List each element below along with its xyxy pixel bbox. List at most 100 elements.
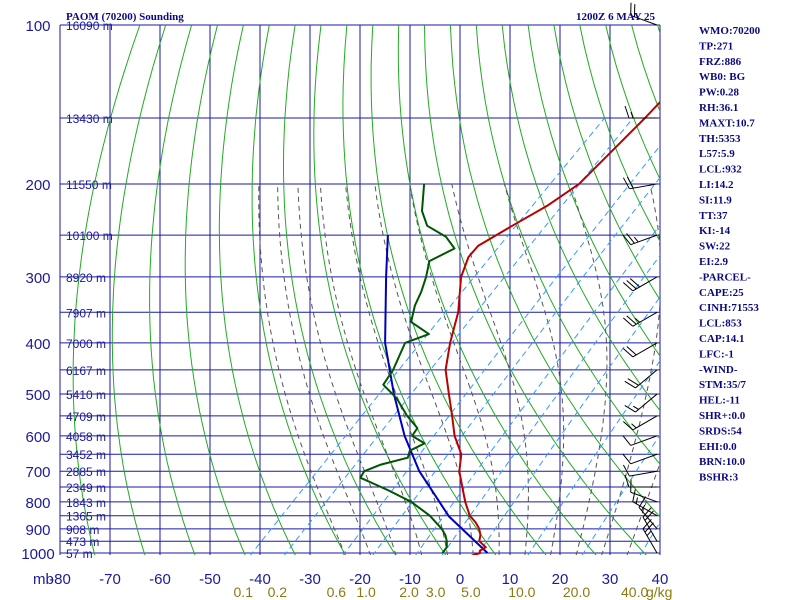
mixing-ratio-label: 0.1 xyxy=(234,584,254,600)
height-label: 57 m xyxy=(66,547,93,561)
wind-barb xyxy=(622,276,658,292)
index-entry: RH:36.1 xyxy=(699,102,738,114)
height-label: 1843 m xyxy=(66,496,106,510)
wind-barb xyxy=(622,464,658,477)
dry-adiabat xyxy=(72,25,141,555)
wind-barb xyxy=(622,311,658,327)
height-label: 10100 m xyxy=(66,229,113,243)
height-label: 5410 m xyxy=(66,388,106,402)
temperature-tick-label: 30 xyxy=(602,571,619,588)
index-entry: EI:2.9 xyxy=(699,256,729,268)
pressure-tick-label: 300 xyxy=(25,270,50,287)
dry-adiabat xyxy=(424,25,647,555)
dewpoint-trace xyxy=(359,183,456,554)
dry-adiabat xyxy=(449,25,660,518)
index-entry: CAP:14.1 xyxy=(699,333,745,345)
height-label: 7907 m xyxy=(66,306,106,320)
dry-adiabat xyxy=(527,25,660,357)
index-entry: WMO:70200 xyxy=(699,25,761,37)
index-entry: CINH:71553 xyxy=(699,302,759,314)
index-entry: TP:271 xyxy=(699,40,733,52)
mixing-ratio-lines xyxy=(249,117,660,555)
dry-adiabat xyxy=(397,25,597,555)
dry-adiabat xyxy=(111,25,167,555)
mixing-ratio-label: 2.0 xyxy=(399,584,419,600)
height-label: 6167 m xyxy=(66,364,106,378)
moist-adiabat xyxy=(503,183,565,555)
temperature-trace xyxy=(444,100,660,555)
dry-adiabat xyxy=(251,25,346,555)
pressure-tick-label: 400 xyxy=(25,336,50,353)
pressure-tick-label: 1000 xyxy=(21,546,54,563)
height-label: 2349 m xyxy=(66,481,106,495)
temperature-tick-label: -80 xyxy=(49,571,71,588)
index-entry: LI:14.2 xyxy=(699,179,734,191)
index-entry: TT:37 xyxy=(699,210,728,222)
wind-barb xyxy=(622,415,658,431)
dry-adiabat xyxy=(149,25,196,555)
index-entry: SRDS:54 xyxy=(699,425,742,437)
mixing-ratio-label: 1.0 xyxy=(356,584,376,600)
moist-adiabat xyxy=(277,183,372,555)
dry-adiabat xyxy=(475,25,660,465)
mixing-unit: g/kg xyxy=(646,584,672,600)
mixing-ratio-line xyxy=(249,117,605,555)
height-label: 4709 m xyxy=(66,410,106,424)
sounding-time: 1200Z 6 MAY 25 xyxy=(576,11,655,23)
temperature-tick-label: 20 xyxy=(552,571,569,588)
wind-barb xyxy=(622,342,658,358)
index-entry: LFC:-1 xyxy=(699,348,734,360)
index-entry: PW:0.28 xyxy=(699,87,740,99)
index-entry: WB0: BG xyxy=(699,71,746,83)
temperature-tick-label: -40 xyxy=(249,571,271,588)
isotherm-grid xyxy=(59,25,661,555)
moist-adiabat xyxy=(345,183,448,555)
profiles xyxy=(359,100,660,555)
index-entry: STM:35/7 xyxy=(699,379,747,391)
index-entry: HEL:-11 xyxy=(699,395,740,407)
station-title: PAOM (70200) Sounding xyxy=(66,11,184,23)
wind-barb xyxy=(632,489,658,517)
mixing-ratio-line xyxy=(581,434,660,555)
index-entry: BSHR:3 xyxy=(699,472,739,484)
mixing-ratio-line xyxy=(527,359,660,555)
pressure-tick-label: 500 xyxy=(25,387,50,404)
height-label: 16090 m xyxy=(66,19,113,33)
moist-adiabat xyxy=(258,183,346,555)
dry-adiabat xyxy=(313,25,447,555)
pressure-tick-label: 100 xyxy=(25,18,50,35)
moist-adiabat xyxy=(319,183,423,555)
moist-adiabat xyxy=(374,183,474,555)
wind-barb xyxy=(622,435,658,446)
dry-adiabats xyxy=(72,25,660,555)
height-label: 908 m xyxy=(66,523,99,537)
dry-adiabat xyxy=(501,25,660,412)
index-entry: -WIND- xyxy=(699,364,738,376)
height-label: 8920 m xyxy=(66,271,106,285)
pressure-tick-label: 900 xyxy=(25,522,50,539)
wind-barb xyxy=(630,479,658,503)
dry-adiabat xyxy=(553,25,660,301)
wind-barb xyxy=(630,2,658,26)
dry-adiabat xyxy=(184,25,246,555)
index-entry: EHI:0.0 xyxy=(699,441,737,453)
mixing-ratio-label: 0.6 xyxy=(327,584,347,600)
temperature-tick-label: -20 xyxy=(349,571,371,588)
moist-adiabat xyxy=(297,183,397,555)
mixing-ratio-line xyxy=(639,521,660,555)
temperature-tick-label: -50 xyxy=(199,571,221,588)
mixing-ratio-label: 0.2 xyxy=(268,584,288,600)
height-label: 11550 m xyxy=(66,178,112,192)
temperature-tick-label: -10 xyxy=(399,571,421,588)
pressure-tick-label: 600 xyxy=(25,429,50,446)
temperature-tick-label: 10 xyxy=(502,571,519,588)
mixing-ratio-line xyxy=(372,176,660,555)
height-label: 3452 m xyxy=(66,448,106,462)
pressure-tick-label: 700 xyxy=(25,464,50,481)
index-entry: SI:11.9 xyxy=(699,194,732,206)
dry-adiabat xyxy=(218,25,296,555)
mixing-ratio-label: 5.0 xyxy=(461,584,481,600)
dry-adiabat xyxy=(283,25,397,555)
